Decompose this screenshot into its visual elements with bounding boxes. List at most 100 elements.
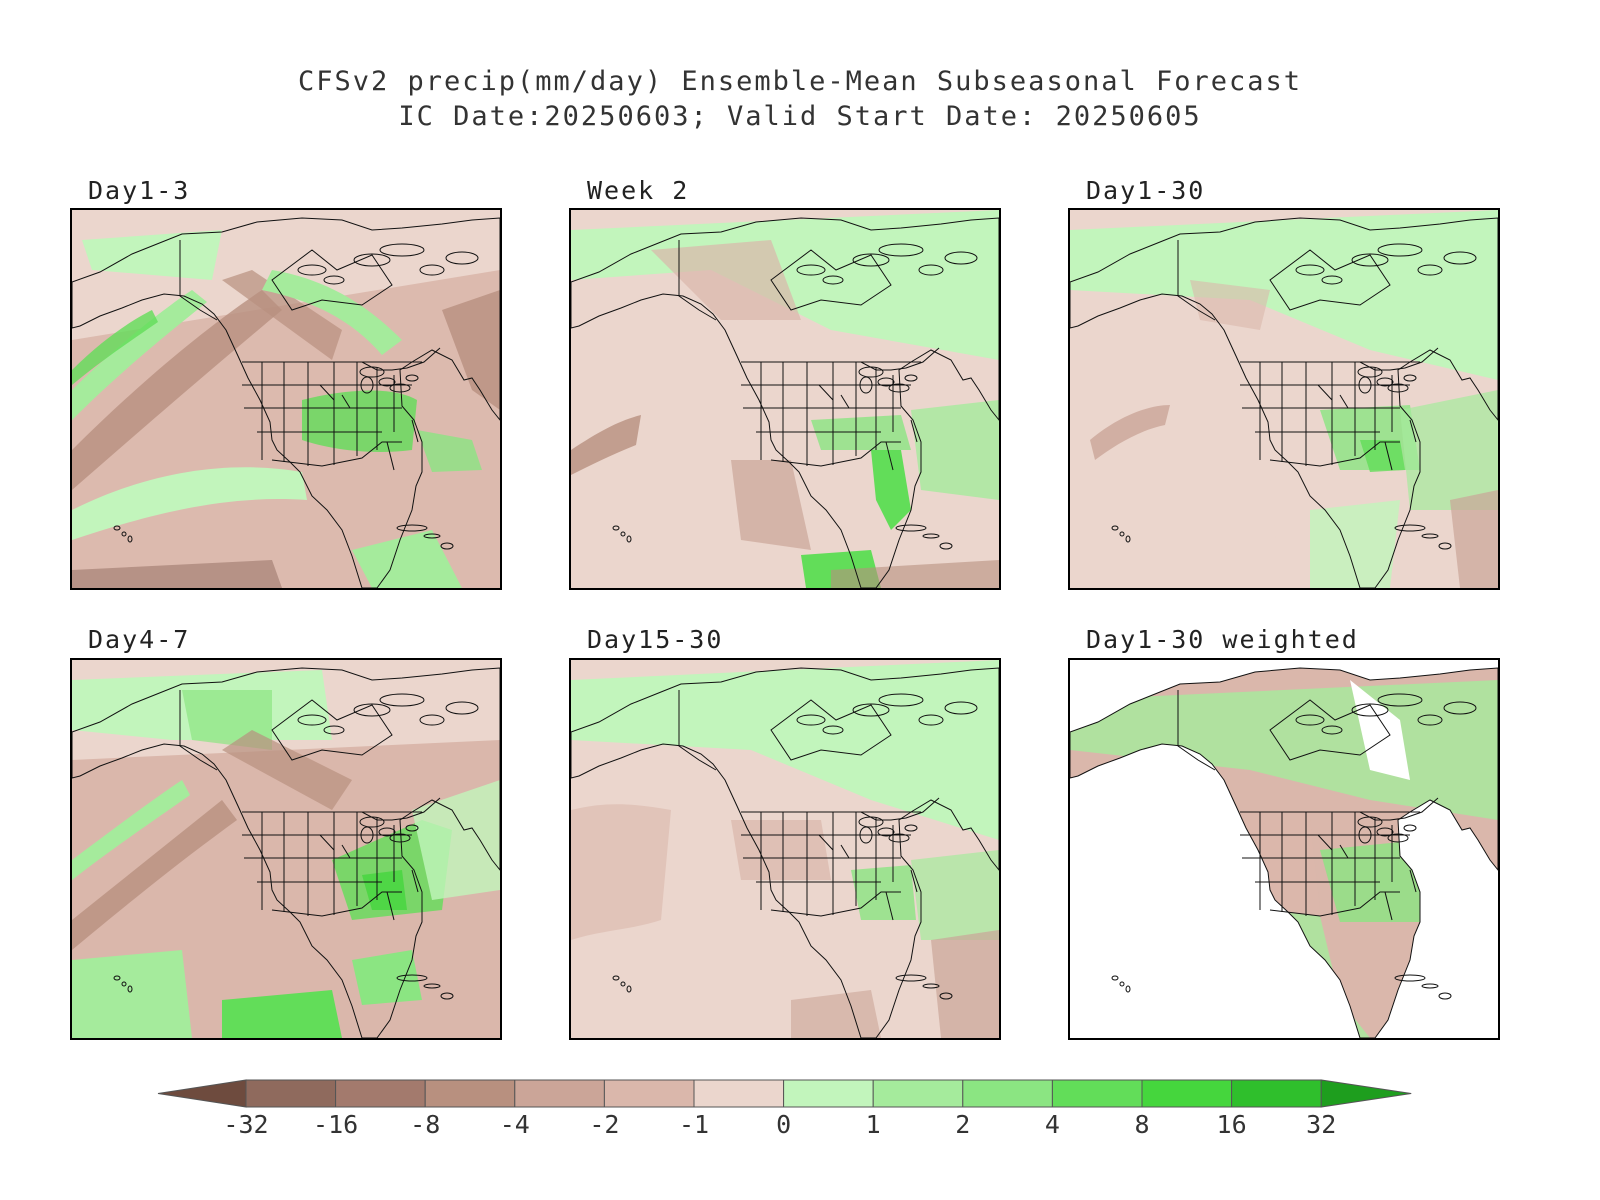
colorbar-tick-label: -16 <box>313 1110 358 1139</box>
lake-outline <box>1358 826 1372 844</box>
anomaly-area <box>72 467 307 540</box>
country-border <box>179 240 218 321</box>
colorbar-segment <box>424 1079 516 1108</box>
lake-outline <box>389 383 411 393</box>
hudson-bay-outline <box>1269 699 1391 761</box>
island-outline <box>379 693 425 707</box>
colorbar-segment <box>514 1079 605 1108</box>
lake-outline <box>888 833 910 843</box>
country-border <box>678 240 717 321</box>
state-border <box>910 869 918 893</box>
map-svg <box>1070 660 1498 1038</box>
lake-outline <box>1387 383 1409 393</box>
lake-outline <box>858 816 884 828</box>
lake-outline <box>858 366 884 378</box>
lake-outline <box>904 824 918 832</box>
state-border <box>386 891 395 921</box>
anomaly-area <box>1400 390 1498 510</box>
island-outline <box>852 253 890 267</box>
island-outline <box>796 714 826 726</box>
anomaly-area <box>1090 405 1170 460</box>
colorbar-segment <box>335 1079 426 1108</box>
chart-subtitle: IC Date:20250603; Valid Start Date: 2025… <box>398 101 1202 132</box>
state-border <box>271 441 402 467</box>
anomaly-area <box>72 560 282 588</box>
state-border <box>341 394 351 409</box>
panel-label-day1-30-weighted: Day1-30 weighted <box>1086 625 1359 654</box>
lake-outline <box>378 827 396 837</box>
map-svg <box>571 210 999 588</box>
island-outline <box>1119 981 1125 987</box>
island-outline <box>852 703 890 717</box>
panel-label-week-2: Week 2 <box>587 176 690 205</box>
panel-label-day1-3: Day1-3 <box>88 176 191 205</box>
state-border <box>818 384 834 401</box>
island-outline <box>1417 714 1443 726</box>
anomaly-area <box>1450 490 1498 588</box>
island-outline <box>419 714 445 726</box>
state-border <box>1384 441 1393 471</box>
colorbar-left-triangle <box>157 1079 247 1108</box>
island-outline <box>1351 703 1389 717</box>
country-border <box>678 690 717 771</box>
lake-outline <box>1387 833 1409 843</box>
state-border <box>411 869 419 893</box>
anomaly-area <box>72 780 190 880</box>
island-outline <box>353 253 391 267</box>
state-border <box>319 834 335 851</box>
anomaly-area <box>1070 210 1498 380</box>
anomaly-area <box>262 270 402 355</box>
island-outline <box>396 524 428 532</box>
anomaly-area <box>651 240 801 320</box>
island-outline <box>944 251 978 265</box>
hudson-bay-outline <box>770 699 892 761</box>
state-border <box>1384 891 1393 921</box>
state-border <box>770 891 901 917</box>
island-outline <box>822 275 844 285</box>
anomaly-area <box>1310 500 1400 588</box>
island-outline <box>1394 974 1426 982</box>
lake-outline <box>877 827 895 837</box>
island-outline <box>878 693 924 707</box>
lake-outline <box>859 376 873 394</box>
coastline <box>571 217 999 588</box>
anomaly-area <box>222 730 352 810</box>
island-outline <box>939 992 953 1000</box>
colorbar-tick-label: 1 <box>866 1110 881 1139</box>
island-outline <box>939 542 953 550</box>
island-outline <box>1351 253 1389 267</box>
state-border <box>910 419 918 443</box>
state-border <box>1317 384 1333 401</box>
island-outline <box>612 525 620 531</box>
anomaly-area <box>791 990 881 1038</box>
island-outline <box>918 264 944 276</box>
island-outline <box>440 992 454 1000</box>
anomaly-area <box>222 990 342 1038</box>
colorbar-tick-label: 4 <box>1045 1110 1060 1139</box>
lake-outline <box>877 377 895 387</box>
map-panel-day15-30 <box>569 658 1001 1040</box>
anomaly-area <box>362 870 407 910</box>
lake-outline <box>405 824 419 832</box>
lake-outline <box>888 383 910 393</box>
island-outline <box>1295 714 1325 726</box>
state-border <box>1269 441 1400 467</box>
coastline <box>571 667 999 1038</box>
colorbar-tick-label: 0 <box>776 1110 791 1139</box>
anomaly-area <box>412 780 500 900</box>
hudson-bay-outline <box>1269 249 1391 311</box>
state-border <box>411 419 419 443</box>
island-outline <box>445 701 479 715</box>
colorbar-segment <box>245 1079 337 1108</box>
island-outline <box>1295 264 1325 276</box>
lake-outline <box>389 833 411 843</box>
anomaly-area <box>72 290 282 490</box>
island-outline <box>1421 983 1439 989</box>
coastline <box>72 217 500 588</box>
anomaly-area <box>72 800 237 950</box>
island-outline <box>1125 535 1131 543</box>
island-outline <box>353 703 391 717</box>
colorbar-segment <box>1231 1079 1322 1108</box>
anomaly-area <box>302 390 417 452</box>
colorbar-segment <box>872 1079 964 1108</box>
